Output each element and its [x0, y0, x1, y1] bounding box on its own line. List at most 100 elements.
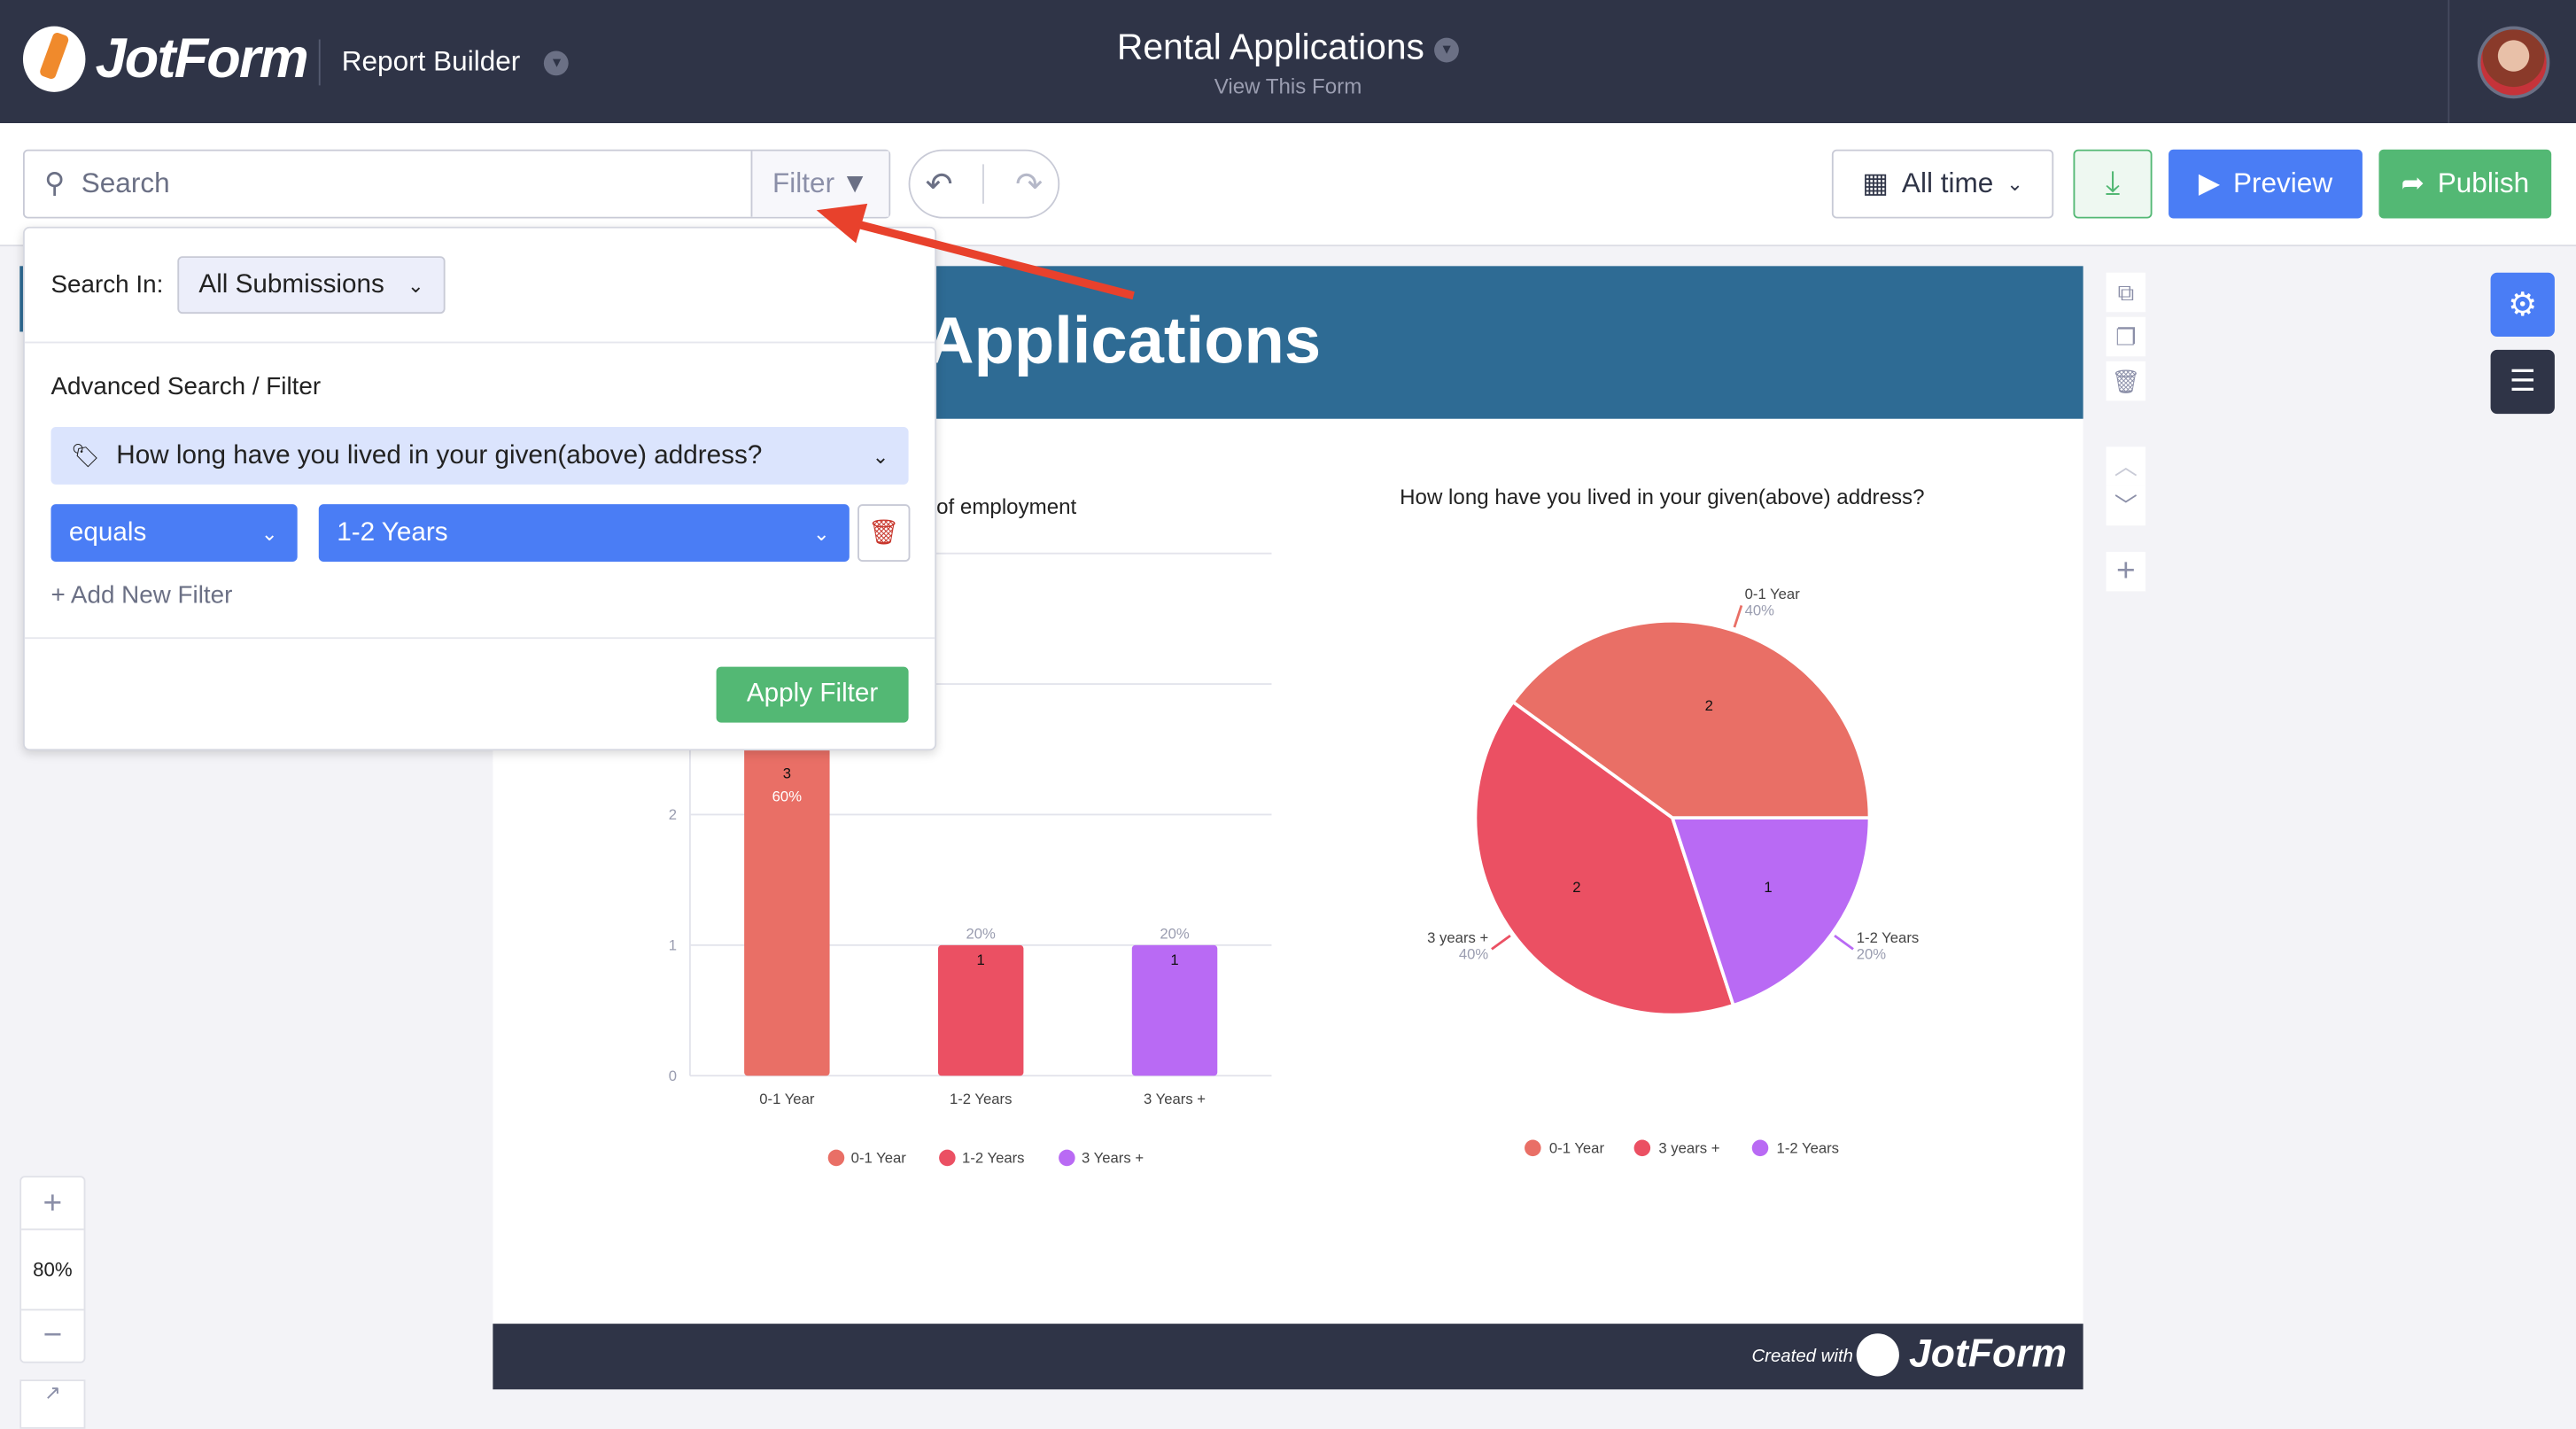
search-input[interactable]: ⚲ Search Filter ▼ — [22, 149, 891, 219]
download-button[interactable]: ⤓ — [2073, 149, 2153, 219]
share-icon: ➦ — [2401, 167, 2425, 199]
zoom-control: + 80% − — [19, 1176, 86, 1363]
filter-value: 1-2 Years — [337, 517, 448, 547]
pie-slice — [1473, 699, 1736, 1017]
zoom-in-button[interactable]: + — [21, 1177, 84, 1231]
apply-filter-button[interactable]: Apply Filter — [716, 666, 909, 723]
delete-filter-button[interactable]: 🗑 — [857, 504, 911, 562]
x-tick-label: 3 Years + — [1144, 1091, 1206, 1107]
gear-icon: ⚙ — [2508, 287, 2538, 324]
search-in-dropdown[interactable]: All Submissions ⌄ — [177, 256, 446, 315]
chevron-down-icon: ⌄ — [812, 521, 830, 545]
preview-label: Preview — [2232, 167, 2333, 199]
legend-dot — [1525, 1139, 1541, 1157]
search-in-value: All Submissions — [198, 269, 384, 299]
app-switcher[interactable]: Report Builder ▾ — [342, 46, 570, 79]
divider — [982, 164, 985, 204]
operator-value: equals — [68, 517, 147, 547]
value-dropdown[interactable]: 1-2 Years ⌄ — [318, 504, 850, 562]
app-name: Report Builder — [341, 45, 521, 78]
copy-style-icon[interactable]: ⧉ — [2106, 272, 2146, 313]
legend-dot — [827, 1149, 845, 1167]
add-page-icon[interactable]: + — [2106, 551, 2146, 592]
form-title-dropdown[interactable]: Rental Applications ▾ — [920, 27, 1657, 69]
funnel-icon: ▼ — [841, 167, 869, 199]
pie-slice — [1670, 816, 1872, 1008]
publish-button[interactable]: ➦ Publish — [2378, 149, 2552, 219]
legend-label: 3 years + — [1658, 1139, 1719, 1156]
add-new-filter-link[interactable]: + Add New Filter — [50, 581, 233, 610]
y-tick-label: 1 — [669, 936, 677, 953]
legend-label: 3 Years + — [1082, 1149, 1144, 1166]
preview-button[interactable]: ▶ Preview — [2169, 149, 2363, 219]
fullscreen-button[interactable]: ↗ — [19, 1379, 86, 1429]
filter-popup: Search In: All Submissions ⌄ Advanced Sea… — [22, 226, 937, 751]
pie-leader-line — [1834, 935, 1854, 951]
legend-label: 1-2 Years — [962, 1149, 1024, 1166]
bar-chart: 0 1 2 3 60% 0-1 Year 1 20% 1-2 Years 1 20% 3 Years … — [669, 552, 1272, 1167]
view-form-link[interactable]: View This Form — [1214, 74, 1362, 99]
element-tools: ⧉ ❐ 🗑 — [2106, 272, 2146, 401]
date-range-dropdown[interactable]: ▦ All time ⌄ — [1831, 149, 2054, 219]
pie-slice — [1510, 618, 1872, 820]
divider — [318, 39, 321, 86]
bar-value-label: 1 — [1170, 951, 1178, 968]
filter-button[interactable]: Filter ▼ — [750, 151, 889, 217]
chevron-down-icon[interactable]: ﹀ — [2106, 485, 2146, 526]
footer-created-text: Created with — [1751, 1347, 1853, 1367]
zoom-out-button[interactable]: − — [21, 1309, 84, 1361]
question-value: How long have you lived in your given(ab… — [116, 440, 763, 470]
user-avatar[interactable] — [2477, 26, 2550, 99]
redo-icon[interactable]: ↷ — [1015, 167, 1044, 203]
bar — [744, 684, 830, 1076]
left-edge-marker — [19, 266, 25, 332]
filter-label: Filter — [772, 167, 835, 199]
undo-icon[interactable]: ↶ — [925, 167, 953, 203]
bar-percent-label: 20% — [966, 925, 997, 942]
bar — [1131, 944, 1218, 1076]
footer-logo: JotForm — [1909, 1332, 2068, 1377]
operator-dropdown[interactable]: equals ⌄ — [50, 504, 298, 562]
chevron-up-icon[interactable]: ︿ — [2106, 447, 2146, 486]
tag-icon: 🏷 — [70, 441, 100, 469]
layers-button[interactable]: ☰ — [2490, 349, 2555, 415]
legend-dot — [1751, 1139, 1769, 1157]
x-tick-label: 0-1 Year — [759, 1091, 815, 1107]
pie-value-label: 1 — [1764, 879, 1772, 896]
question-dropdown[interactable]: 🏷 How long have you lived in your given(… — [50, 426, 909, 485]
settings-button[interactable]: ⚙ — [2490, 272, 2555, 338]
pie-category-label: 0-1 Year — [1745, 586, 1801, 602]
report-title[interactable]: Applications — [926, 305, 1322, 378]
jotform-logo[interactable]: JotForm — [22, 26, 309, 92]
pie-leader-line — [1733, 604, 1743, 628]
y-tick-label: 0 — [669, 1068, 677, 1084]
pie-category-label: 1-2 Years — [1857, 929, 1919, 946]
divider — [24, 637, 935, 640]
trash-icon: 🗑 — [868, 518, 900, 548]
chevron-down-icon: ▾ — [1434, 37, 1460, 62]
jotform-logo-icon — [1856, 1333, 1899, 1377]
layers-icon: ☰ — [2509, 364, 2536, 398]
legend-dot — [1633, 1139, 1651, 1157]
bar-chart-title: of employment — [936, 493, 1077, 519]
report-footer: Created with JotForm — [493, 1324, 2083, 1390]
trash-icon[interactable]: 🗑 — [2106, 361, 2146, 401]
chevron-down-icon: ▾ — [544, 50, 570, 76]
y-tick-label: 2 — [669, 806, 677, 823]
pie-percent-label: 20% — [1857, 946, 1887, 963]
calendar-icon: ▦ — [1862, 167, 1889, 199]
duplicate-icon[interactable]: ❐ — [2106, 316, 2146, 357]
download-icon: ⤓ — [2105, 165, 2121, 202]
bar-value-label: 3 — [783, 765, 791, 782]
top-header: JotForm Report Builder ▾ Rental Applicat… — [0, 0, 2576, 124]
play-icon: ▶ — [2198, 167, 2221, 199]
x-tick-label: 1-2 Years — [950, 1091, 1012, 1107]
undo-redo-group: ↶ ↷ — [908, 149, 1060, 219]
jotform-logo-icon — [22, 26, 86, 92]
legend-dot — [939, 1149, 956, 1167]
divider — [24, 341, 935, 344]
pie-chart-title: How long have you lived in your given(ab… — [1400, 484, 1925, 509]
legend-label: 0-1 Year — [1549, 1139, 1605, 1156]
form-title-block: Rental Applications ▾ View This Form — [920, 27, 1657, 99]
